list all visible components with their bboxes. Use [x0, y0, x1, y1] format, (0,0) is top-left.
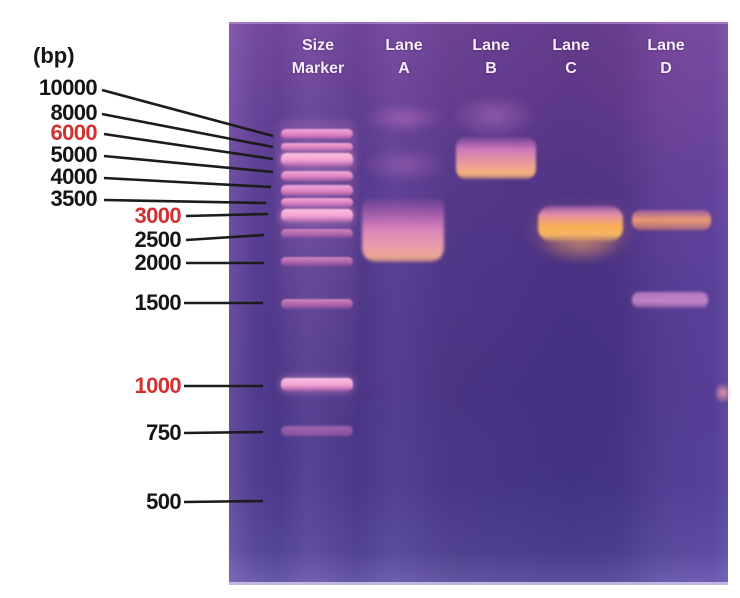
- marker-band-5000: [281, 171, 353, 181]
- lane-header-line1: Lane: [472, 37, 510, 54]
- lane-header-line2: C: [565, 60, 577, 77]
- size-label-1000: 1000: [134, 373, 181, 398]
- marker-band-3500: [281, 198, 353, 207]
- lane-header-A: Lane A: [356, 34, 452, 80]
- size-label-6000: 6000: [50, 120, 97, 145]
- size-label-1500: 1500: [134, 290, 181, 315]
- size-label-3000: 3000: [134, 203, 181, 228]
- laneD-lower-band: [632, 292, 708, 308]
- size-label-500: 500: [146, 489, 182, 514]
- lane-header-D: Lane D: [618, 34, 714, 80]
- size-label-5000: 5000: [50, 142, 97, 167]
- size-label-10000: 10000: [38, 75, 98, 100]
- marker-band-2500: [281, 229, 353, 238]
- marker-band-10000: [281, 129, 353, 139]
- laneC-glow: [540, 237, 622, 265]
- marker-band-8000: [281, 143, 353, 151]
- marker-lane-glow: [277, 120, 357, 440]
- laneA-mid-haze: [362, 148, 446, 182]
- lane-header-C: Lane C: [523, 34, 619, 80]
- marker-band-6000: [281, 153, 353, 166]
- laneB-band: [456, 137, 536, 179]
- size-label-2500: 2500: [134, 227, 181, 252]
- bp-unit-label: (bp): [33, 43, 75, 68]
- size-label-2000: 2000: [134, 250, 181, 275]
- lane-header-line1: Size: [301, 37, 334, 54]
- laneC-band: [538, 206, 623, 241]
- lane-header-line2: B: [485, 60, 497, 77]
- laneA-bright-smear: [362, 196, 444, 262]
- size-label-8000: 8000: [50, 100, 97, 125]
- size-label-4000: 4000: [50, 164, 97, 189]
- marker-band-750: [281, 426, 353, 436]
- lane-header-line2: A: [398, 60, 410, 77]
- lane-header-B: Lane B: [443, 34, 539, 80]
- right-edge-artifact: [716, 380, 730, 406]
- marker-band-1000: [281, 378, 353, 391]
- lane-header-line1: Lane: [385, 37, 423, 54]
- laneA-upper-haze: [364, 103, 444, 133]
- marker-band-4000: [281, 185, 353, 196]
- lane-header-size-marker: Size Marker: [270, 34, 366, 80]
- lane-header-line1: Lane: [552, 37, 590, 54]
- laneD-upper-band: [632, 210, 711, 230]
- marker-band-1500: [281, 299, 353, 309]
- lane-header-line1: Lane: [647, 37, 685, 54]
- marker-band-2000: [281, 257, 353, 266]
- lane-header-line2: D: [660, 60, 672, 77]
- laneB-upper-haze: [453, 98, 535, 138]
- size-label-3500: 3500: [50, 186, 97, 211]
- size-label-750: 750: [146, 420, 182, 445]
- lane-header-line2: Marker: [291, 60, 345, 77]
- marker-band-3000: [281, 209, 353, 222]
